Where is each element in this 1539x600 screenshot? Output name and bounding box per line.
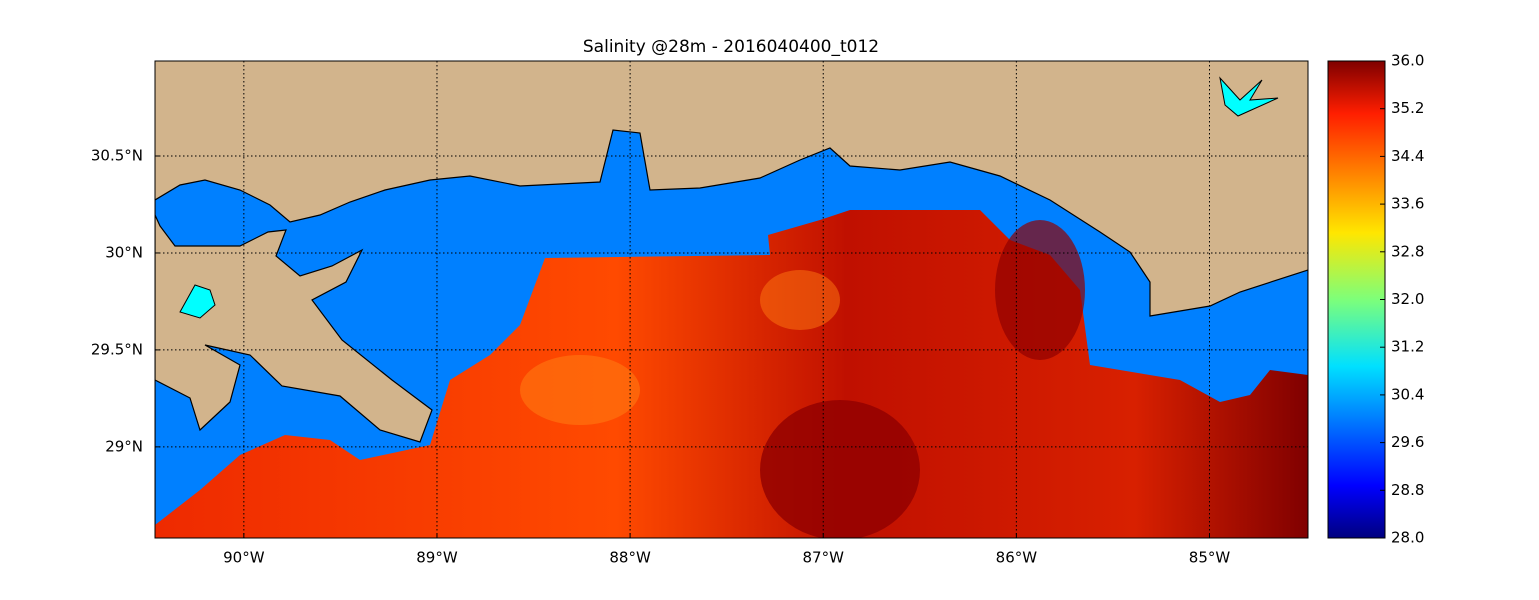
y-tick-label: 29°N [105, 437, 143, 455]
x-tick-label: 89°W [416, 549, 458, 567]
colorbar-tick-label: 34.4 [1391, 147, 1424, 165]
chart-title: Salinity @28m - 2016040400_t012 [583, 37, 879, 57]
colorbar-tick-label: 29.6 [1391, 433, 1424, 451]
salinity-field [520, 355, 640, 425]
map [155, 61, 1308, 538]
x-tick-label: 86°W [996, 549, 1038, 567]
x-tick-label: 85°W [1189, 549, 1231, 567]
colorbar-tick-label: 33.6 [1391, 195, 1424, 213]
land [155, 214, 433, 443]
salinity-field [995, 220, 1085, 360]
x-tick-label: 90°W [223, 549, 265, 567]
salinity-field [760, 270, 840, 330]
x-tick-label: 88°W [609, 549, 651, 567]
colorbar-tick-label: 28.8 [1391, 481, 1424, 499]
colorbar-tick-label: 28.0 [1391, 529, 1424, 547]
colorbar-tick-label: 36.0 [1391, 52, 1424, 70]
lake [1219, 76, 1279, 117]
y-tick-label: 29.5°N [91, 340, 143, 358]
lake [179, 284, 216, 319]
y-tick-label: 30.5°N [91, 147, 143, 165]
salinity-field [760, 400, 920, 538]
x-tick-label: 87°W [803, 549, 845, 567]
colorbar-tick-label: 31.2 [1391, 338, 1424, 356]
colorbar-tick-label: 32.0 [1391, 290, 1424, 308]
y-tick-label: 30°N [105, 243, 143, 261]
colorbar-tick-label: 35.2 [1391, 99, 1424, 117]
plot-frame [154, 60, 1309, 539]
colorbar-tick-label: 30.4 [1391, 385, 1424, 403]
colorbar [1327, 60, 1386, 539]
colorbar-tick-label: 32.8 [1391, 242, 1424, 260]
